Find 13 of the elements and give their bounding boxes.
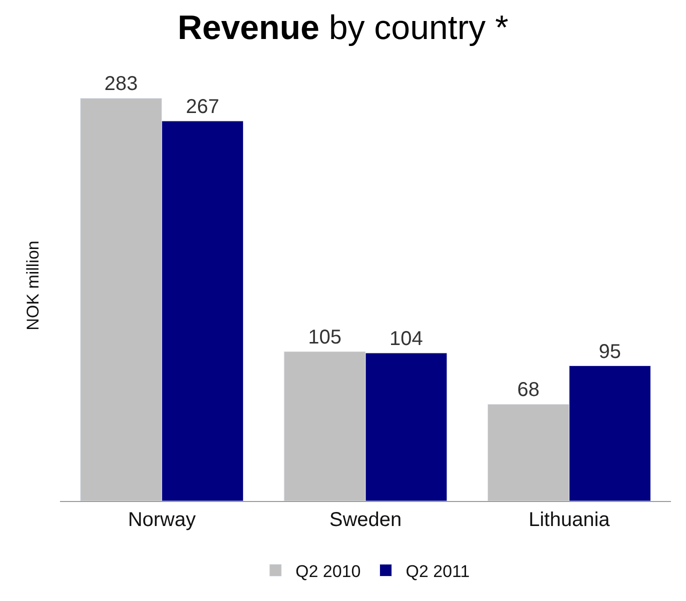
x-tick-label: Norway xyxy=(128,509,196,531)
data-label: 283 xyxy=(104,73,138,96)
data-label: 105 xyxy=(308,326,342,349)
legend-label: Q2 2010 xyxy=(296,562,361,581)
legend-label: Q2 2011 xyxy=(406,562,470,581)
data-label: 95 xyxy=(598,340,622,363)
x-tick-label: Sweden xyxy=(329,509,402,531)
data-label: 267 xyxy=(186,96,220,118)
x-tick-label: Lithuania xyxy=(528,509,611,531)
chart-title: Revenue by country * xyxy=(178,8,508,47)
data-label: 104 xyxy=(390,328,423,350)
y-axis-title: NOK million xyxy=(24,240,43,330)
data-label: 68 xyxy=(517,379,540,402)
